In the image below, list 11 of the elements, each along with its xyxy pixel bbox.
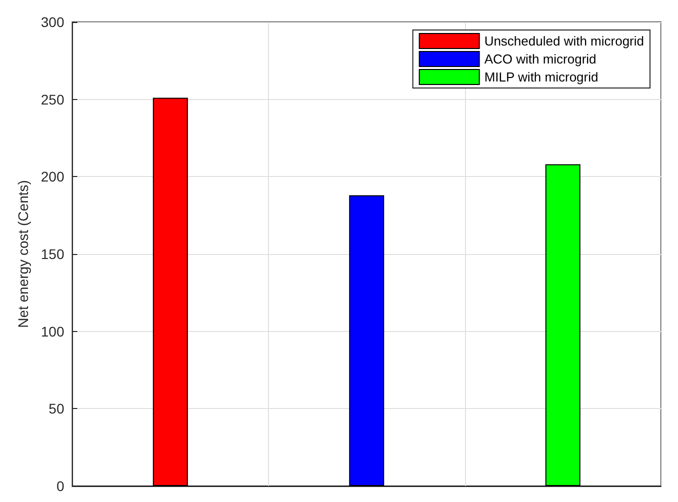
y-tick-label: 50 [48, 400, 64, 417]
legend-label: ACO with microgrid [484, 52, 596, 66]
y-tick-label: 200 [40, 168, 64, 185]
y-tick-label: 250 [40, 91, 64, 108]
legend-label: Unscheduled with microgrid [484, 34, 644, 48]
y-tick-label: 300 [40, 14, 64, 30]
legend-label: MILP with microgrid [484, 70, 598, 84]
y-tick-label: 0 [56, 478, 64, 494]
y-tick-label: 150 [40, 246, 64, 262]
y-axis-title: Net energy cost (Cents) [15, 180, 31, 328]
y-tick-label: 100 [40, 323, 64, 340]
